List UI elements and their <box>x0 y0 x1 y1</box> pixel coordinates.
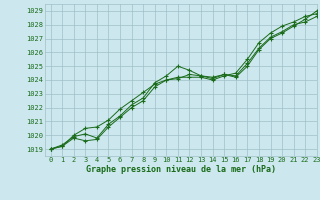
X-axis label: Graphe pression niveau de la mer (hPa): Graphe pression niveau de la mer (hPa) <box>86 165 276 174</box>
